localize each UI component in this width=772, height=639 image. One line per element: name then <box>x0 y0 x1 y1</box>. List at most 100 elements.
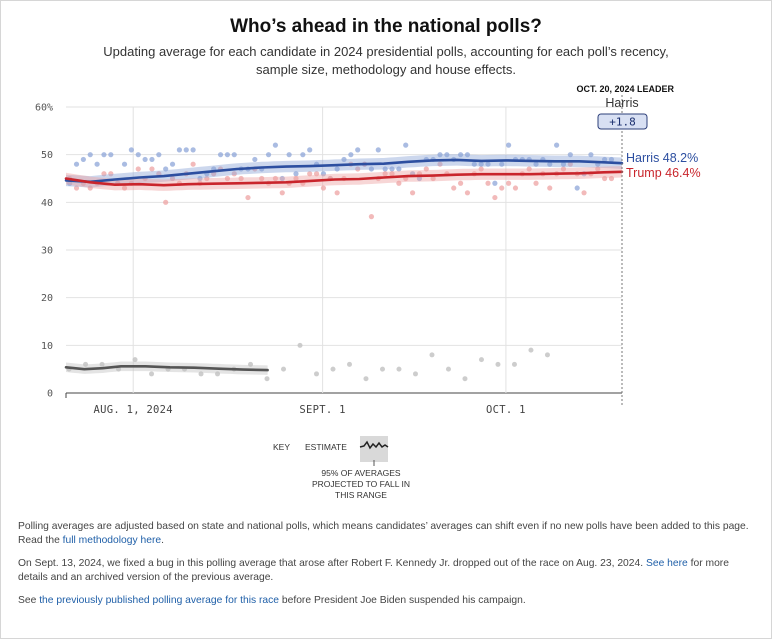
poll-dot-kennedy <box>429 352 435 358</box>
poll-dot-harris <box>73 161 80 167</box>
poll-dot-harris <box>101 152 107 158</box>
poll-dot-trump <box>101 171 107 177</box>
poll-dot-harris <box>375 147 381 153</box>
poll-dot-kennedy <box>528 347 534 353</box>
poll-dot-harris <box>403 142 409 148</box>
poll-dot-harris <box>547 161 553 167</box>
poll-dot-trump <box>396 180 402 186</box>
poll-dot-trump <box>451 185 457 191</box>
poll-dot-trump <box>320 185 327 191</box>
poll-dot-kennedy <box>264 376 270 382</box>
poll-dot-trump <box>382 171 388 177</box>
poll-dot-harris <box>416 175 423 182</box>
poll-dot-trump <box>478 166 484 172</box>
poll-dot-harris <box>197 175 203 182</box>
footnotes: Polling averages are adjusted based on s… <box>18 520 758 617</box>
poll-dot-harris <box>190 147 196 153</box>
poll-dot-harris <box>608 156 615 163</box>
poll-dot-harris <box>602 156 608 163</box>
poll-dot-trump <box>245 194 251 201</box>
poll-dot-harris <box>272 142 279 148</box>
poll-dot-trump <box>87 185 93 191</box>
leader-annotation: OCT. 20, 2024 LEADER Harris +1.8 <box>576 84 674 130</box>
poll-dot-trump <box>163 199 169 205</box>
poll-dot-trump <box>108 171 114 177</box>
poll-dot-harris <box>437 152 443 158</box>
y-tick-label: 60% <box>35 103 53 114</box>
poll-dot-trump <box>272 175 279 182</box>
y-tick-label: 0 <box>47 389 53 400</box>
poll-dot-trump <box>430 175 436 182</box>
poll-dot-kennedy <box>495 361 501 367</box>
poll-dot-harris <box>348 152 354 158</box>
poll-dot-kennedy <box>462 376 468 382</box>
poll-dot-trump <box>526 166 532 172</box>
poll-dot-harris <box>574 185 580 191</box>
poll-dot-harris <box>135 152 141 158</box>
poll-dot-trump <box>73 185 80 191</box>
x-tick-label: AUG. 1, 2024 <box>93 404 172 416</box>
poll-dot-kennedy <box>198 371 204 377</box>
poll-dot-trump <box>560 166 567 172</box>
poll-dot-kennedy <box>412 371 418 377</box>
poll-dot-trump <box>437 161 443 167</box>
poll-dot-kennedy <box>396 366 402 372</box>
chart-title: Who’s ahead in the national polls? <box>230 16 542 37</box>
poll-dot-harris <box>149 156 155 163</box>
poll-dot-trump <box>547 185 553 191</box>
poll-dot-harris <box>169 161 176 167</box>
poll-dot-harris <box>231 152 237 158</box>
poll-dot-trump <box>389 171 395 177</box>
poll-dot-harris <box>444 152 450 158</box>
chart-subtitle: Updating average for each candidate in 2… <box>103 44 669 77</box>
poll-dot-trump <box>334 190 340 196</box>
poll-dot-harris <box>478 161 484 167</box>
poll-dot-kennedy <box>379 366 385 372</box>
previous-average-link[interactable]: the previously published polling average… <box>39 595 280 606</box>
poll-dot-trump <box>121 185 128 191</box>
poll-dot-harris <box>80 156 86 163</box>
poll-dot-harris <box>320 171 327 177</box>
poll-dot-harris <box>87 152 93 158</box>
poll-dot-trump <box>409 190 416 196</box>
poll-dot-kennedy <box>511 361 517 367</box>
poll-dot-harris <box>128 147 134 153</box>
poll-dot-harris <box>121 161 128 167</box>
poll-dot-trump <box>506 180 512 186</box>
average-lines-layer <box>64 158 624 372</box>
poll-dot-trump <box>602 175 608 182</box>
poll-dot-kennedy <box>478 357 484 363</box>
y-tick-label: 10 <box>41 341 53 352</box>
poll-dot-trump <box>204 175 210 182</box>
poll-dot-harris <box>108 152 114 158</box>
poll-dot-kennedy <box>346 361 352 367</box>
poll-dot-harris <box>499 161 505 167</box>
line-harris <box>64 158 624 184</box>
poll-dot-harris <box>560 161 567 167</box>
leader-name: Harris <box>605 96 638 110</box>
poll-dot-harris <box>176 147 182 153</box>
poll-dot-trump <box>512 185 519 191</box>
key-band-note-3: THIS RANGE <box>335 490 387 500</box>
see-here-link[interactable]: See here <box>645 558 688 569</box>
leader-date-label: OCT. 20, 2024 LEADER <box>576 84 674 94</box>
poll-dot-harris <box>492 180 498 186</box>
chart-key: KEY ESTIMATE 95% OF AVERAGES PROJECTED T… <box>273 436 410 500</box>
poll-dot-trump <box>485 180 491 186</box>
poll-dot-trump <box>224 175 231 182</box>
poll-dot-harris <box>485 161 491 167</box>
methodology-link[interactable]: full methodology here <box>62 535 162 546</box>
poll-dot-kennedy <box>215 371 221 377</box>
poll-dot-trump <box>259 175 265 182</box>
poll-dot-trump <box>307 171 313 177</box>
poll-dot-harris <box>533 161 539 167</box>
poll-dot-harris <box>382 166 388 172</box>
poll-dot-trump <box>190 161 196 167</box>
poll-dot-trump <box>313 171 320 177</box>
line-kennedy <box>64 365 269 372</box>
poll-dot-harris <box>265 152 272 158</box>
poll-dot-harris <box>341 156 347 163</box>
y-tick-label: 30 <box>41 246 53 257</box>
poll-dot-harris <box>389 166 395 172</box>
